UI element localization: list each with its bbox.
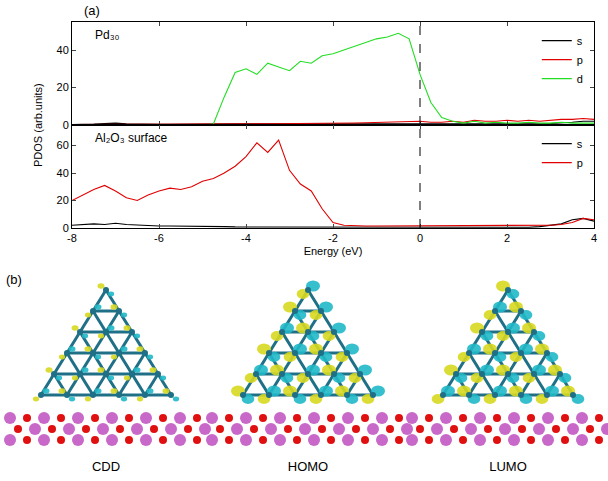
svg-text:p: p	[577, 157, 583, 169]
svg-text:s: s	[577, 138, 583, 150]
svg-text:-2: -2	[328, 232, 338, 244]
svg-text:-6: -6	[154, 232, 164, 244]
svg-text:CDD: CDD	[92, 459, 120, 474]
svg-text:0: 0	[417, 232, 423, 244]
svg-text:Pd₃₀: Pd₃₀	[95, 28, 120, 42]
svg-text:4: 4	[591, 232, 597, 244]
svg-text:p: p	[577, 54, 583, 66]
svg-text:(b): (b)	[6, 272, 22, 287]
svg-text:20: 20	[57, 81, 69, 93]
svg-text:40: 40	[57, 167, 69, 179]
svg-text:HOMO: HOMO	[288, 459, 328, 474]
svg-text:Energy (eV): Energy (eV)	[304, 245, 363, 257]
svg-text:20: 20	[57, 194, 69, 206]
svg-text:LUMO: LUMO	[489, 459, 527, 474]
svg-text:60: 60	[57, 139, 69, 151]
svg-text:Al₂O₃ surface: Al₂O₃ surface	[95, 131, 168, 145]
svg-text:-4: -4	[241, 232, 251, 244]
svg-text:40: 40	[57, 44, 69, 56]
svg-text:s: s	[577, 35, 583, 47]
svg-text:0: 0	[63, 222, 69, 234]
svg-text:d: d	[577, 73, 583, 85]
svg-text:0: 0	[63, 119, 69, 131]
svg-text:PDOS (arb.units): PDOS (arb.units)	[32, 83, 44, 167]
svg-text:(a): (a)	[84, 3, 100, 18]
svg-text:2: 2	[504, 232, 510, 244]
svg-text:-8: -8	[67, 232, 77, 244]
